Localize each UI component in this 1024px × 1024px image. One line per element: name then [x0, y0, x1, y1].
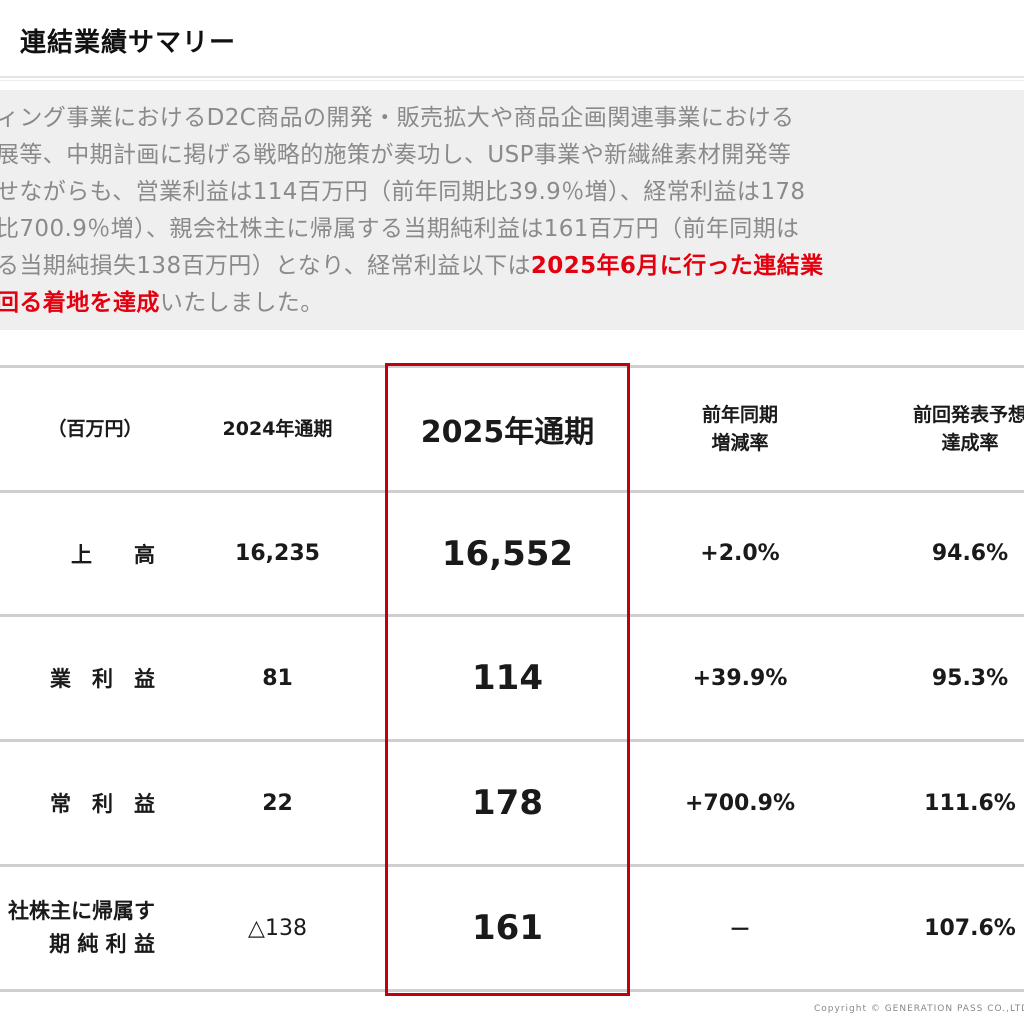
- summary-line-3: せながらも、営業利益は114百万円（前年同期比39.9％増）、経常利益は178: [0, 179, 806, 205]
- ordinary-profit-fy2025: 178: [472, 783, 543, 823]
- summary-line-6: 回る着地を達成いたしました。: [0, 283, 324, 317]
- net-income-fy2024: △138: [248, 915, 307, 941]
- header-fy2024: 2024年通期: [222, 417, 333, 440]
- summary-line-4: 比700.9％増）、親会社株主に帰属する当期純利益は161百万円（前年同期は: [0, 216, 800, 242]
- ordinary-profit-fy2024: 22: [262, 790, 293, 816]
- net-income-label-line2: 期 純 利 益: [49, 932, 155, 956]
- fy2025-highlight-box: [385, 363, 630, 996]
- operating-profit-fy2025: 114: [472, 658, 543, 698]
- net-income-fy2025: 161: [472, 908, 543, 948]
- summary-line-6-text: いたしました。: [159, 290, 324, 316]
- header-achievement: 前回発表予想 達成率: [870, 368, 1024, 490]
- summary-highlight-1: 2025年6月に行った連結業: [530, 253, 824, 279]
- summary-line-1: ィング事業におけるD2C商品の開発・販売拡大や商品企画関連事業における: [0, 105, 795, 131]
- header-fy2025: 2025年通期: [420, 415, 595, 450]
- operating-profit-yoy: +39.9%: [692, 665, 788, 691]
- table-row-divider: [0, 490, 1024, 493]
- table-row-divider: [0, 864, 1024, 867]
- row-label-net-income: 社株主に帰属す 期 純 利 益: [0, 867, 155, 989]
- sales-achievement: 94.6%: [931, 541, 1009, 566]
- table-row-divider: [0, 739, 1024, 742]
- sales-fy2024: 16,235: [235, 541, 320, 566]
- table-bottom-border: [0, 989, 1024, 992]
- summary-text-box: ィング事業におけるD2C商品の開発・販売拡大や商品企画関連事業における 展等、中…: [0, 90, 1024, 330]
- header-yoy-line2: 増減率: [711, 432, 769, 454]
- summary-line-5-text: る当期純損失138百万円）となり、経常利益以下は: [0, 253, 531, 279]
- row-label-operating-profit: 業 利 益: [50, 667, 155, 691]
- sales-fy2025: 16,552: [441, 533, 574, 574]
- net-income-achievement: 107.6%: [924, 915, 1016, 941]
- summary-line-5: る当期純損失138百万円）となり、経常利益以下は2025年6月に行った連結業: [0, 246, 824, 280]
- sales-yoy: +2.0%: [700, 541, 780, 566]
- header-ach-line2: 達成率: [941, 432, 999, 454]
- ordinary-profit-achievement: 111.6%: [924, 790, 1016, 816]
- table-row-divider: [0, 614, 1024, 617]
- title-divider-thin: [0, 80, 1024, 81]
- summary-line-2: 展等、中期計画に掲げる戦略的施策が奏功し、USP事業や新繊維素材開発等: [0, 142, 792, 168]
- header-ach-line1: 前回発表予想: [912, 403, 1024, 426]
- net-income-yoy: －: [728, 918, 751, 943]
- header-yoy: 前年同期 増減率: [640, 368, 840, 490]
- ordinary-profit-yoy: +700.9%: [684, 790, 796, 816]
- copyright: Copyright © GENERATION PASS CO.,LTD: [814, 1004, 1024, 1014]
- summary-highlight-2: 回る着地を達成: [0, 290, 160, 316]
- operating-profit-fy2024: 81: [262, 665, 293, 691]
- table-top-border: [0, 365, 1024, 368]
- net-income-label-line1: 社株主に帰属す: [8, 899, 155, 924]
- header-yoy-line1: 前年同期: [701, 403, 778, 426]
- row-label-ordinary-profit: 常 利 益: [50, 792, 155, 816]
- operating-profit-achievement: 95.3%: [931, 665, 1009, 691]
- page-title: 連結業績サマリー: [20, 28, 237, 58]
- title-divider: [0, 76, 1024, 78]
- row-label-sales: 上 高: [71, 542, 155, 567]
- header-unit: （百万円）: [47, 417, 143, 440]
